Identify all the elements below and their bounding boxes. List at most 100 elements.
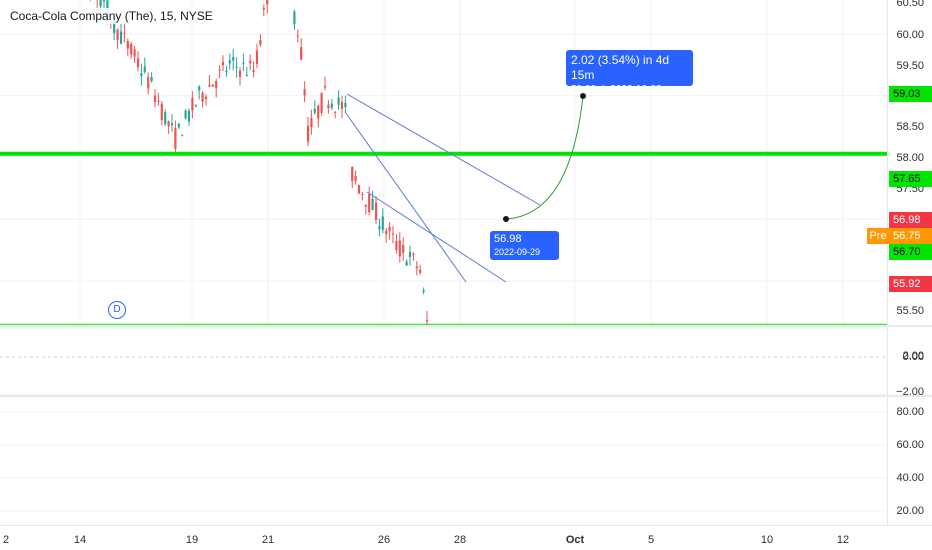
candle-body: [381, 216, 384, 230]
candle-body: [249, 60, 252, 64]
price-tag-last[interactable]: 56.98: [889, 212, 932, 228]
candle-body: [126, 40, 129, 49]
candle-body: [147, 77, 150, 89]
candle-body: [130, 43, 133, 55]
symbol-title[interactable]: Coca-Cola Company (The), 15, NYSE: [8, 8, 215, 24]
price-axis[interactable]: 60.50 60.00 59.50 58.50 58.00 57.50 55.5…: [887, 0, 932, 525]
candle-body: [334, 111, 337, 113]
candle-body: [422, 290, 425, 292]
candle-body: [215, 81, 218, 89]
candle-body: [164, 112, 167, 124]
candle-body: [225, 70, 228, 72]
candle-body: [157, 100, 160, 102]
price-pane[interactable]: Coca-Cola Company (The), 15, NYSE D: [0, 0, 887, 325]
wedge-support-trendline: [366, 191, 507, 283]
price-tag-level[interactable]: 57.65: [889, 171, 932, 187]
candle-body: [194, 104, 197, 106]
time-axis[interactable]: 2 14 19 21 26 28 Oct 5 10 12: [0, 525, 932, 550]
price-chart[interactable]: [0, 0, 887, 325]
candle-body: [177, 123, 180, 128]
rsi-pane[interactable]: [0, 397, 887, 524]
oscillator-pane[interactable]: [0, 327, 887, 395]
time-axis-label: 12: [836, 534, 850, 546]
candle-body: [293, 11, 296, 25]
candle-body: [368, 193, 371, 213]
price-axis-label: 58.00: [896, 152, 924, 164]
price-axis-label: 60.00: [896, 29, 924, 41]
candle-body: [371, 198, 374, 211]
candle-body: [344, 102, 347, 108]
price-axis-label: 58.50: [896, 121, 924, 133]
candle-body: [408, 251, 412, 258]
candle-body: [143, 66, 146, 72]
candle-body: [374, 202, 378, 220]
candle-body: [425, 320, 429, 322]
oscillator-axis-label-zero: 0.00: [902, 351, 924, 363]
candle-body: [320, 93, 323, 114]
price-axis-label: 59.50: [896, 60, 924, 72]
candle-body: [364, 204, 367, 207]
candle-body: [198, 86, 201, 91]
candle-body: [160, 104, 163, 121]
candle-body: [181, 135, 184, 137]
price-range-entry-tooltip[interactable]: 56.98 2022-09-29 15:30: [490, 231, 559, 269]
candle-body: [184, 110, 187, 119]
time-axis-label: 2: [2, 534, 10, 546]
entry-price: 56.98: [494, 233, 522, 245]
projection-start-point: [503, 216, 509, 222]
candle-body: [266, 0, 269, 5]
projection-end-point: [580, 93, 586, 99]
time-axis-label: 19: [185, 534, 199, 546]
rsi-axis-label: 40.00: [896, 472, 924, 484]
projection-arc: [505, 95, 584, 220]
candle-body: [153, 95, 157, 102]
price-axis-label: 55.50: [896, 305, 924, 317]
candle-body: [395, 241, 398, 251]
candle-body: [211, 84, 214, 87]
candle-body: [218, 69, 221, 71]
candle-body: [337, 97, 340, 105]
price-tag-level[interactable]: 56.70: [889, 244, 932, 260]
price-tag-support[interactable]: 59.03: [889, 86, 932, 102]
candle-body: [221, 61, 225, 66]
oscillator-axis-label: 2.00: [902, 350, 924, 362]
candle-body: [419, 269, 422, 273]
dividend-marker-icon[interactable]: D: [108, 301, 126, 319]
candle-body: [133, 49, 136, 57]
candle-body: [204, 96, 208, 99]
candle-body: [300, 47, 303, 60]
candle-body: [140, 73, 143, 76]
candle-body: [252, 69, 255, 72]
candle-body: [317, 105, 320, 119]
candle-body: [123, 32, 126, 34]
candle-body: [228, 60, 231, 64]
time-axis-label: Oct: [565, 534, 585, 546]
candle-body: [113, 17, 116, 34]
time-axis-label: 14: [73, 534, 87, 546]
price-range-target-tooltip[interactable]: 2.02 (3.54%) in 4d 15m 59.00 ◎ 2022-10-0…: [566, 50, 693, 108]
candle-body: [330, 103, 333, 108]
rsi-axis-label: 60.00: [896, 439, 924, 451]
price-range-change: 2.02 (3.54%) in 4d 15m: [571, 53, 670, 82]
candle-body: [391, 233, 395, 235]
candle-body: [262, 7, 265, 10]
price-tag-premarket[interactable]: 56.75: [889, 228, 932, 244]
time-axis-label: 10: [760, 534, 774, 546]
candle-body: [327, 104, 330, 109]
candle-body: [303, 89, 306, 96]
time-axis-label: 21: [261, 534, 275, 546]
candle-body: [323, 85, 327, 88]
candle-body: [388, 227, 391, 232]
candle-body: [354, 176, 357, 181]
rsi-axis-label: 80.00: [896, 406, 924, 418]
candle-body: [259, 40, 262, 45]
wedge-lower-trendline: [344, 111, 467, 283]
price-tag-resistance[interactable]: 55.92: [889, 276, 932, 292]
pane-separator[interactable]: [0, 325, 932, 327]
oscillator-axis-label: −2.00: [896, 386, 924, 398]
candle-body: [201, 92, 204, 102]
pane-separator[interactable]: [0, 395, 932, 397]
candle-body: [405, 261, 408, 266]
candle-body: [150, 77, 153, 81]
